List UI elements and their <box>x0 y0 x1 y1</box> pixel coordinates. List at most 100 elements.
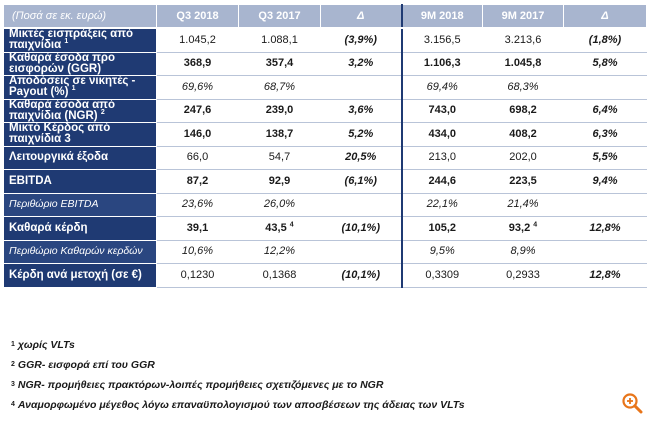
value-cell: 1.045,8 <box>482 51 564 76</box>
value-cell: 368,9 <box>156 51 239 76</box>
col-header-delta-q3: Δ <box>320 4 402 29</box>
value-text: 1.045,8 <box>504 57 542 70</box>
value-text: 23,6% <box>181 198 214 211</box>
value-text: (1,8%) <box>588 33 622 46</box>
footnote-1: 1 χωρίς VLTs <box>11 338 611 358</box>
table-row: Αποδόσεις σε νικητές - Payout (%) 1 69,6%… <box>3 75 647 100</box>
value-text: 1.088,1 <box>261 33 298 46</box>
value-cell: (10,1%) <box>320 263 402 288</box>
value-text: 9,5% <box>429 245 455 258</box>
col-header-q3-2018: Q3 2018 <box>156 4 239 29</box>
value-cell: 8,9% <box>482 239 564 264</box>
value-cell: 68,7% <box>238 75 321 100</box>
value-cell: 10,6% <box>156 239 239 264</box>
value-cell: 3.213,6 <box>482 27 564 53</box>
value-cell: 9,5% <box>400 239 483 264</box>
value-cell <box>563 75 647 100</box>
value-text: 8,9% <box>510 245 536 258</box>
value-cell: 5,8% <box>563 51 647 76</box>
value-text: 146,0 <box>183 127 212 140</box>
table-row: Μικτές εισπράξεις από παιχνίδια 1 1.045,2… <box>3 27 647 53</box>
row-label-text: Μικτές εισπράξεις από παιχνίδια <box>9 28 134 52</box>
value-text: 12,2% <box>263 245 296 258</box>
value-cell: 9,4% <box>563 169 647 194</box>
value-cell: 12,8% <box>563 263 647 288</box>
value-text: 92,9 <box>268 174 291 187</box>
value-text: 12,8% <box>589 268 621 281</box>
value-cell: 69,4% <box>400 75 483 100</box>
value-text: (3,9%) <box>344 33 377 46</box>
value-text: 68,7% <box>263 80 296 93</box>
value-text: 368,9 <box>183 57 212 70</box>
row-label-text: Καθαρά κέρδη <box>9 221 88 234</box>
value-cell: 247,6 <box>156 98 239 123</box>
value-cell: 87,2 <box>156 169 239 194</box>
row-label: Αποδόσεις σε νικητές - Payout (%) 1 <box>3 75 157 100</box>
col-header-delta-9m: Δ <box>563 4 647 29</box>
value-cell: 93,2 4 <box>482 216 564 241</box>
value-cell: 1.088,1 <box>238 27 321 53</box>
value-cell: 244,6 <box>400 169 483 194</box>
unit-header: (Ποσά σε εκ. ευρώ) <box>3 4 157 29</box>
value-text: 26,0% <box>263 198 296 211</box>
footnote-ref: 1 <box>64 38 69 46</box>
value-cell: (10,1%) <box>320 216 402 241</box>
table-row: Μικτό Κέρδος από παιχνίδια 3 146,0 138,7 5,… <box>3 122 647 147</box>
row-label: Καθαρά έσοδα προ εισφορών (GGR) <box>3 51 157 76</box>
footnote-3: 3 NGR- προμήθειες πρακτόρων-λοιπές προμήθ… <box>11 378 611 398</box>
value-text: 39,1 <box>186 221 209 234</box>
footnote-text: NGR- προμήθειες πρακτόρων-λοιπές προμήθε… <box>17 379 384 391</box>
value-cell: 69,6% <box>156 75 239 100</box>
value-text: 6,4% <box>592 104 618 117</box>
footnote-ref: 4 <box>289 221 294 229</box>
value-text: 5,8% <box>592 57 618 70</box>
financial-results-table: (Ποσά σε εκ. ευρώ) Q3 2018 Q3 2017 Δ 9M … <box>3 4 647 288</box>
footnote-number: 3 <box>11 381 15 388</box>
value-cell: 6,3% <box>563 122 647 147</box>
value-cell: 743,0 <box>400 98 483 123</box>
value-text: 408,2 <box>509 127 537 140</box>
row-label: Περιθώριο EBITDA <box>3 192 157 217</box>
value-cell: 105,2 <box>400 216 483 241</box>
value-cell: 66,0 <box>156 145 239 170</box>
value-text: 66,0 <box>186 151 209 164</box>
value-cell: (1,8%) <box>563 27 647 53</box>
value-text: 93,2 <box>508 221 531 234</box>
value-text: 3,6% <box>348 104 374 117</box>
col-header-9m-2018: 9M 2018 <box>400 4 483 29</box>
zoom-in-icon[interactable] <box>621 392 643 414</box>
value-text: 43,5 <box>265 221 287 234</box>
value-cell: 39,1 <box>156 216 239 241</box>
table-row: Λειτουργικά έξοδα 66,0 54,7 20,5% 213,0 202,0… <box>3 145 647 170</box>
value-cell: 5,2% <box>320 122 402 147</box>
value-cell: 434,0 <box>400 122 483 147</box>
value-text: 22,1% <box>426 198 458 211</box>
table-row: Καθαρά κέρδη 39,1 43,5 4 (10,1%) 105,2 93,2 4… <box>3 216 647 241</box>
value-cell: 12,2% <box>238 239 321 264</box>
value-cell: 20,5% <box>320 145 402 170</box>
value-cell <box>320 75 402 100</box>
footnote-ref: 1 <box>71 85 76 93</box>
value-cell: 202,0 <box>482 145 564 170</box>
value-text: 21,4% <box>507 198 539 211</box>
table-header-row: (Ποσά σε εκ. ευρώ) Q3 2018 Q3 2017 Δ 9M … <box>3 4 647 29</box>
value-cell: 21,4% <box>482 192 564 217</box>
value-text: 434,0 <box>428 127 457 140</box>
value-cell: (6,1%) <box>320 169 402 194</box>
row-label-text: Περιθώριο EBITDA <box>9 198 99 211</box>
value-text: 223,5 <box>509 174 537 187</box>
value-text: 247,6 <box>183 104 212 117</box>
row-label-text: Λειτουργικά έξοδα <box>9 151 109 164</box>
value-cell: 68,3% <box>482 75 564 100</box>
footnote-number: 2 <box>11 361 15 368</box>
value-cell <box>320 192 402 217</box>
value-text: 0,3309 <box>425 268 460 281</box>
row-label: Περιθώριο Καθαρών κερδών <box>3 239 157 264</box>
value-text: 239,0 <box>265 104 294 117</box>
value-text: 105,2 <box>428 221 457 234</box>
value-text: 1.106,3 <box>423 57 461 70</box>
value-text: 3.213,6 <box>504 33 542 46</box>
value-cell: 54,7 <box>238 145 321 170</box>
value-text: 5,2% <box>348 127 374 140</box>
